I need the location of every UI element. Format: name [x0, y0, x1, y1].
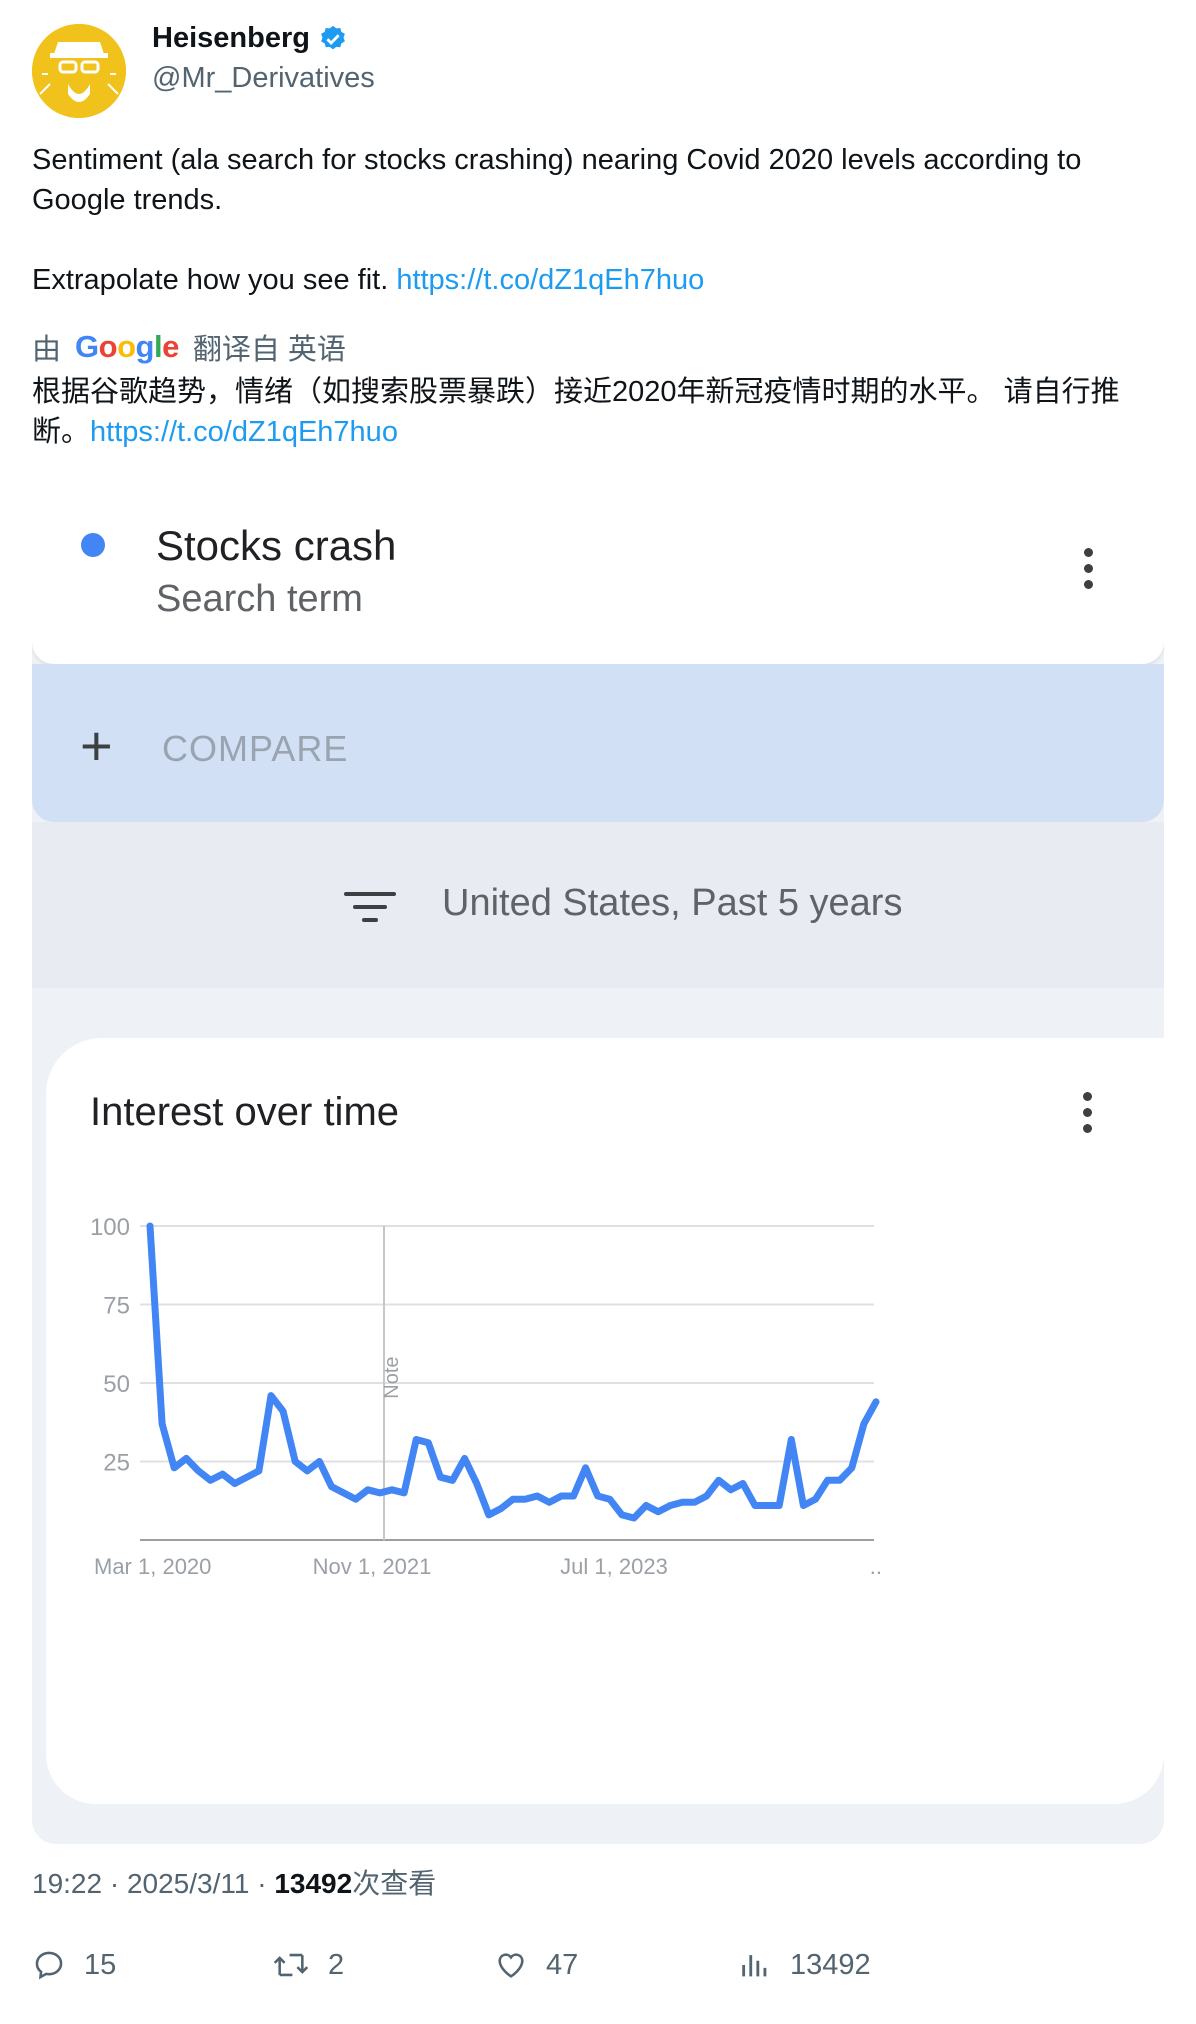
trends-screenshot[interactable]: Stocks crash Search term + COMPARE Unite…: [32, 486, 1164, 1844]
tweet-line-2-text: Extrapolate how you see fit.: [32, 264, 397, 296]
like-button[interactable]: 47: [494, 1948, 578, 1982]
y-tick-label: 100: [90, 1214, 130, 1241]
reply-count: 15: [84, 1948, 117, 1981]
x-tick-label: Nov 1, 2021: [313, 1554, 432, 1579]
chart-title: Interest over time: [90, 1090, 400, 1134]
translation-attribution[interactable]: 由 Google 翻译自 英语: [32, 326, 346, 368]
display-name[interactable]: Heisenberg: [152, 22, 310, 54]
tweet-meta: 19:22 · 2025/3/11 · 13492次查看: [32, 1862, 436, 1902]
y-tick-label: 25: [103, 1450, 130, 1477]
compare-bar: + COMPARE: [32, 664, 1164, 822]
note-annotation: Note: [381, 1356, 403, 1398]
plus-icon: +: [80, 714, 113, 777]
user-name[interactable]: Heisenberg: [152, 22, 348, 55]
verified-badge-icon: [321, 25, 345, 49]
translated-link[interactable]: https://t.co/dZ1qEh7huo: [90, 416, 398, 448]
heart-icon: [498, 1953, 524, 1978]
interest-line-chart: 100 75 50 25 Note Mar 1, 2020 Nov 1, 2021 Jul 1…: [90, 1214, 882, 1579]
retweet-button[interactable]: 2: [272, 1948, 344, 1982]
like-count: 47: [546, 1948, 579, 1981]
view-count: 13492: [274, 1868, 353, 1899]
translation-prefix: 由: [32, 334, 62, 366]
tweet-line-1: Sentiment (ala search for stocks crashin…: [32, 144, 1082, 216]
y-tick-label: 75: [103, 1293, 130, 1320]
heisenberg-portrait-icon: [32, 24, 126, 118]
term-color-dot: [81, 533, 105, 557]
x-tick-label: ..: [870, 1554, 882, 1579]
interest-chart-card: Interest over time 100 75 50 25 Note Mar 1, 2…: [46, 1038, 1164, 1804]
avatar[interactable]: [32, 24, 126, 118]
translation-suffix: 翻译自 英语: [192, 334, 346, 366]
term-name: Stocks crash: [156, 522, 397, 569]
action-bar: 15 2 47 13492: [32, 1948, 1164, 1998]
search-term-box: Stocks crash Search term: [32, 486, 1164, 664]
google-logo: Google: [75, 329, 179, 364]
tweet-time[interactable]: 19:22 · 2025/3/11 ·: [32, 1868, 275, 1899]
filter-icon: [344, 892, 396, 931]
views-button[interactable]: 13492: [738, 1948, 871, 1982]
user-handle[interactable]: @Mr_Derivatives: [152, 62, 375, 94]
more-vert-icon: [1084, 548, 1094, 589]
filter-row: United States, Past 5 years: [32, 822, 1164, 988]
compare-label: COMPARE: [162, 728, 349, 769]
y-tick-label: 50: [103, 1371, 130, 1398]
bar-chart-icon: [742, 1955, 767, 1977]
views-count: 13492: [790, 1948, 871, 1981]
term-type: Search term: [156, 578, 363, 620]
chart-more-vert-icon: [1083, 1092, 1093, 1133]
filter-label: United States, Past 5 years: [442, 882, 903, 924]
translated-text: 根据谷歌趋势，情绪（如搜索股票暴跌）接近2020年新冠疫情时期的水平。 请自行推…: [32, 372, 1162, 452]
series-line: [146, 1222, 880, 1522]
views-suffix: 次查看: [352, 1868, 437, 1899]
tweet-text: Sentiment (ala search for stocks crashin…: [32, 140, 1162, 300]
reply-button[interactable]: 15: [32, 1948, 116, 1982]
retweet-count: 2: [328, 1948, 345, 1981]
retweet-icon: [273, 1953, 309, 1977]
x-tick-label: Jul 1, 2023: [560, 1554, 668, 1579]
tweet-line-2: Extrapolate how you see fit. https://t.c…: [32, 260, 1162, 300]
translated-body: 根据谷歌趋势，情绪（如搜索股票暴跌）接近2020年新冠疫情时期的水平。 请自行推…: [32, 376, 1120, 448]
x-tick-label: Mar 1, 2020: [94, 1554, 211, 1579]
tweet-link[interactable]: https://t.co/dZ1qEh7huo: [396, 264, 705, 296]
reply-icon: [35, 1951, 63, 1980]
